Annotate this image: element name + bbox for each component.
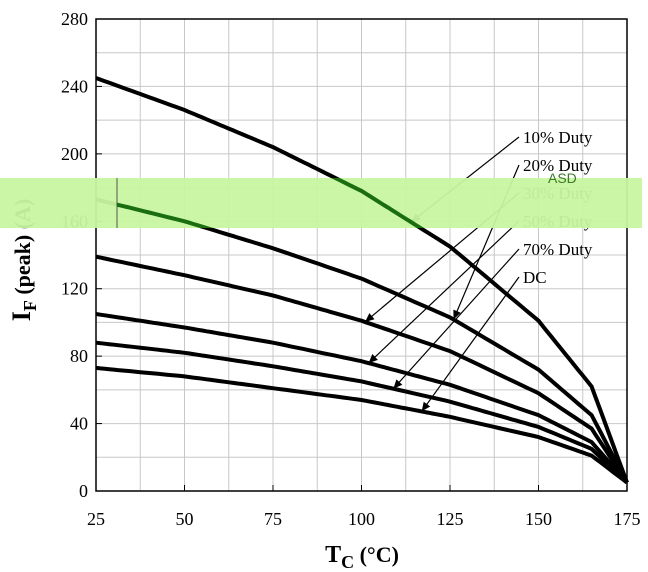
leader-arrowhead [393, 379, 403, 389]
overlay-rect [0, 178, 642, 228]
series-curve-5 [95, 365, 629, 485]
x-axis-title-sub: C [341, 552, 354, 572]
x-axis-title: TC (°C) [325, 542, 399, 572]
x-tick-label: 150 [525, 509, 552, 529]
y-tick-label: 80 [70, 346, 88, 366]
y-axis-title-sub: F [20, 300, 40, 311]
legend-label: 10% Duty [523, 128, 593, 147]
legend-label: 70% Duty [523, 240, 593, 259]
x-tick-label: 50 [176, 509, 194, 529]
overlay-curve [117, 202, 214, 228]
leader-line [421, 276, 520, 412]
overlay-text: ASD [548, 170, 577, 186]
y-tick-label: 120 [61, 279, 88, 299]
leader-arrowhead [368, 354, 378, 364]
x-axis-title-t: T [325, 542, 341, 568]
x-axis-title-unit: (°C) [354, 542, 399, 567]
y-tick-labels: 04080120160200240280 [61, 9, 102, 501]
legend-label: DC [523, 268, 547, 287]
series-curve-2 [95, 254, 629, 484]
x-tick-label: 125 [437, 509, 464, 529]
x-tick-label: 75 [264, 509, 282, 529]
x-tick-label: 175 [614, 509, 641, 529]
y-axis-title-i: I [7, 311, 36, 321]
y-tick-label: 280 [61, 9, 88, 29]
x-tick-label: 100 [348, 509, 375, 529]
leader-arrowhead [453, 309, 461, 320]
overlay-band: ASD [0, 170, 642, 228]
overlay-curve [330, 178, 425, 228]
leader-line [368, 220, 520, 364]
y-tick-label: 200 [61, 144, 88, 164]
y-tick-label: 0 [79, 481, 88, 501]
x-tick-label: 25 [87, 509, 105, 529]
leader-arrowhead [365, 313, 375, 322]
leader-arrowhead [421, 401, 431, 412]
y-tick-label: 40 [70, 414, 88, 434]
leader-line [392, 248, 520, 390]
series-curve-4 [95, 340, 629, 485]
legend-label: 20% Duty [523, 156, 593, 175]
x-tick-labels: 25 50 75 100 125 150 175 [87, 485, 641, 529]
series-curve-3 [95, 312, 629, 484]
y-tick-label: 240 [61, 76, 88, 96]
